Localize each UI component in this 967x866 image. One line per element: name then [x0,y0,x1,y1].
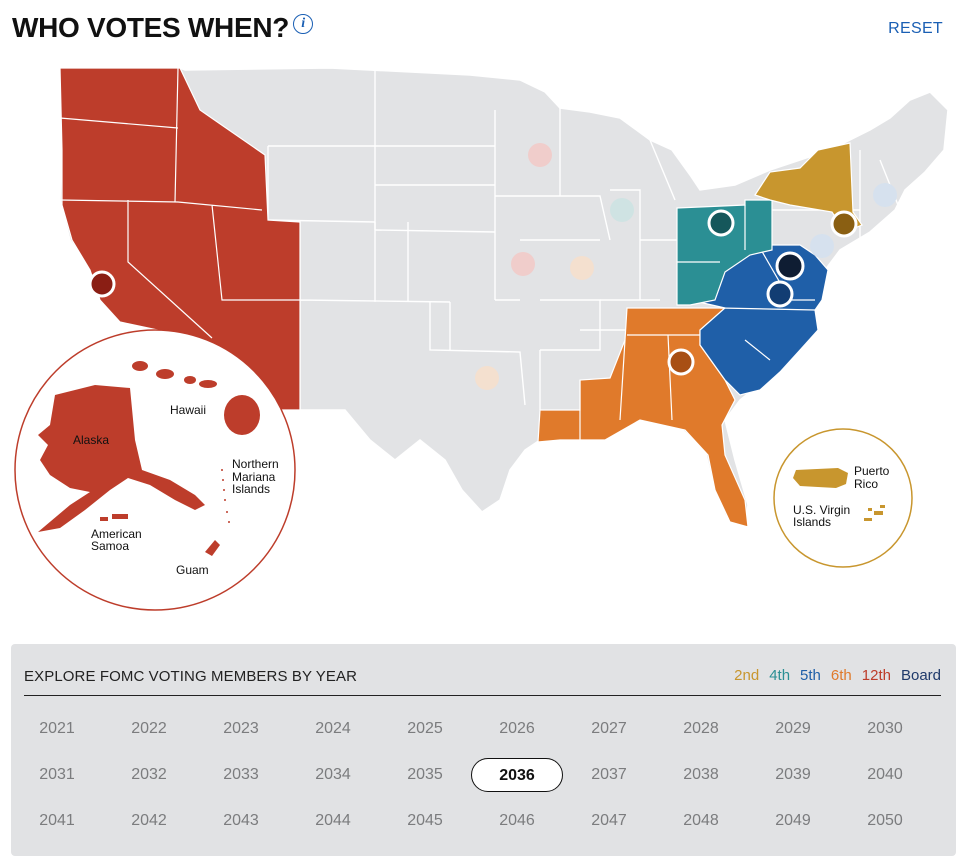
year-button[interactable]: 2035 [407,766,443,783]
year-row: 2031 2032 2033 2034 2035 2036 2037 2038 … [11,752,956,798]
american-samoa-shape [100,514,128,521]
marker-philadelphia[interactable] [810,234,834,258]
alaska-shape [38,385,205,532]
year-button[interactable]: 2034 [315,766,351,783]
legend-5th: 5th [800,667,821,684]
year-button[interactable]: 2046 [499,812,535,829]
district-legend: 2nd 4th 5th 6th 12th Board [734,667,941,684]
puerto-rico-shape [793,468,848,488]
year-row: 2021 2022 2023 2024 2025 2026 2027 2028 … [11,706,956,752]
marker-san-francisco[interactable] [88,270,116,298]
panel-divider [24,695,941,696]
year-button[interactable]: 2028 [683,720,719,737]
legend-4th: 4th [769,667,791,684]
label-northern-mariana-2: Mariana [232,470,276,484]
legend-12th: 12th [861,667,891,684]
mariana-dots [221,469,230,523]
label-puerto-rico-1: Puerto [854,464,890,478]
year-button[interactable]: 2039 [775,766,811,783]
legend-2nd: 2nd [734,667,760,684]
label-alaska: Alaska [73,433,109,447]
label-northern-mariana-3: Islands [232,482,270,496]
caribbean-inset-frame [773,428,913,568]
virgin-islands-shape [864,505,885,521]
year-button[interactable]: 2045 [407,812,443,829]
hawaii-shape [132,361,260,435]
year-button[interactable]: 2040 [867,766,903,783]
marker-atlanta[interactable] [667,348,695,376]
district-4-region [676,199,773,306]
year-button[interactable]: 2021 [39,720,75,737]
year-button[interactable]: 2048 [683,812,719,829]
year-button[interactable]: 2030 [867,720,903,737]
panel-title: EXPLORE FOMC VOTING MEMBERS BY YEAR [24,668,358,685]
label-american-samoa-1: American [91,527,142,541]
label-guam: Guam [176,563,209,577]
year-button[interactable]: 2037 [591,766,627,783]
pacific-inset: Alaska Hawaii Northern Mariana Islands A… [14,329,296,611]
year-explorer-panel: EXPLORE FOMC VOTING MEMBERS BY YEAR 2nd … [11,644,956,856]
label-hawaii: Hawaii [170,403,206,417]
marker-richmond[interactable] [766,280,794,308]
year-button[interactable]: 2023 [223,720,259,737]
page-title: WHO VOTES WHEN? i [12,12,314,44]
label-virgin-islands-1: U.S. Virgin [793,503,850,517]
caribbean-inset: Puerto Rico U.S. Virgin Islands [773,428,913,568]
marker-dallas[interactable] [475,366,499,390]
legend-6th: 6th [830,667,852,684]
year-button[interactable]: 2047 [591,812,627,829]
year-button-selected[interactable]: 2036 [471,758,563,792]
district-4-borders [677,205,746,263]
year-button[interactable]: 2031 [39,766,75,783]
us-map: Alaska Hawaii Northern Mariana Islands A… [14,67,949,611]
year-row: 2041 2042 2043 2044 2045 2046 2047 2048 … [11,798,956,844]
year-button[interactable]: 2038 [683,766,719,783]
year-button[interactable]: 2024 [315,720,351,737]
year-grid: 2021 2022 2023 2024 2025 2026 2027 2028 … [11,706,956,844]
year-button[interactable]: 2025 [407,720,443,737]
marker-new-york[interactable] [830,210,858,238]
year-button[interactable]: 2027 [591,720,627,737]
year-button[interactable]: 2033 [223,766,259,783]
year-button[interactable]: 2029 [775,720,811,737]
year-button[interactable]: 2050 [867,812,903,829]
label-puerto-rico-2: Rico [854,477,878,491]
year-button[interactable]: 2022 [131,720,167,737]
label-virgin-islands-2: Islands [793,515,831,529]
year-button[interactable]: 2044 [315,812,351,829]
marker-board[interactable] [775,251,805,281]
guam-shape [205,540,220,556]
year-button[interactable]: 2043 [223,812,259,829]
marker-minneapolis[interactable] [528,143,552,167]
legend-board: Board [900,667,941,684]
marker-cleveland[interactable] [707,209,735,237]
reserve-bank-markers [88,143,897,390]
year-button[interactable]: 2042 [131,812,167,829]
year-button[interactable]: 2032 [131,766,167,783]
title-text: WHO VOTES WHEN? [12,12,290,43]
marker-st-louis[interactable] [570,256,594,280]
marker-boston[interactable] [873,183,897,207]
info-icon[interactable]: i [293,14,314,34]
district-2-region [754,142,863,233]
reset-button[interactable]: RESET [888,20,943,37]
year-button[interactable]: 2026 [499,720,535,737]
label-northern-mariana-1: Northern [232,457,279,471]
marker-chicago[interactable] [610,198,634,222]
label-american-samoa-2: Samoa [91,539,129,553]
district-5-region [688,244,829,396]
year-button[interactable]: 2049 [775,812,811,829]
marker-kansas-city[interactable] [511,252,535,276]
year-button[interactable]: 2041 [39,812,75,829]
district-6-borders [579,334,700,440]
district-12-borders [59,67,300,339]
